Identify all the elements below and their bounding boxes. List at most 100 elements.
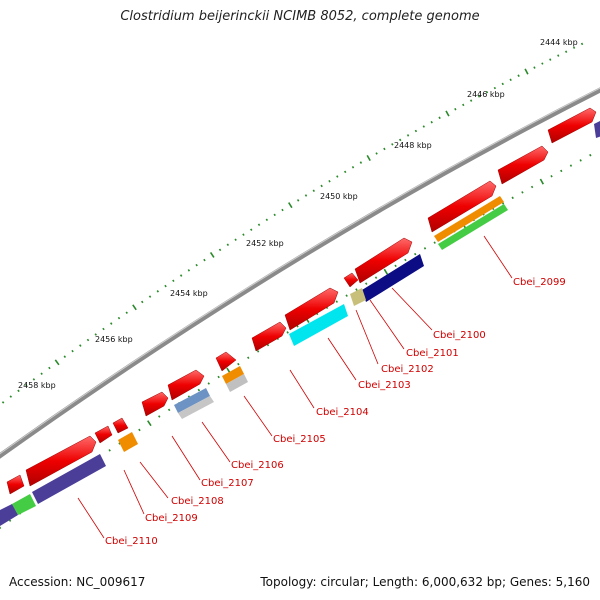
kbp-label-2446: 2446 kbp (467, 90, 505, 99)
tick-mark (156, 290, 160, 293)
tick-mark (118, 442, 121, 445)
gene-arrow (6, 474, 25, 495)
gene-label-cbei-2099[interactable]: Cbei_2099 (513, 277, 566, 288)
leader-line (77, 497, 105, 539)
gene-label-cbei-2109[interactable]: Cbei_2109 (145, 513, 198, 524)
leader-line (201, 421, 231, 463)
tick-mark (288, 202, 293, 209)
gene-label-cbei-2104[interactable]: Cbei_2104 (316, 407, 369, 418)
gene-label-cbei-2108[interactable]: Cbei_2108 (171, 496, 224, 507)
tick-mark (203, 258, 206, 262)
gene-label-cbei-2106[interactable]: Cbei_2106 (231, 460, 284, 471)
tick-mark (273, 213, 276, 217)
tick-mark (32, 378, 36, 381)
tick-mark (374, 276, 378, 279)
tick-mark (17, 389, 20, 393)
tick-mark (108, 449, 111, 452)
tick-mark (406, 134, 410, 137)
gene-label-cbei-2101[interactable]: Cbei_2101 (406, 348, 459, 359)
orange-bar (222, 366, 244, 384)
leader-lines (77, 235, 513, 539)
tick-mark (94, 333, 97, 336)
tick-mark (383, 268, 389, 275)
tick-mark (237, 362, 240, 366)
tick-mark (391, 143, 394, 146)
forward-genes (6, 107, 597, 495)
tick-mark (217, 375, 220, 379)
tick-mark (138, 428, 141, 432)
silver-bar (178, 396, 214, 419)
tick-mark (256, 350, 260, 353)
gene-label-cbei-2103[interactable]: Cbei_2103 (358, 380, 411, 391)
tick-mark (117, 316, 121, 320)
annotation-bars (0, 121, 600, 526)
tick-mark (572, 46, 576, 49)
tick-mark (485, 90, 489, 94)
tick-mark (569, 164, 573, 167)
tick-mark (511, 196, 514, 200)
tick-mark (102, 327, 105, 331)
leader-line (289, 369, 315, 409)
tick-mark (493, 86, 497, 90)
kbp-label-2452: 2452 kbp (246, 239, 284, 248)
gene-arrow (497, 145, 549, 185)
tick-mark (209, 251, 215, 258)
tick-mark (197, 388, 201, 392)
purple-bar (594, 121, 600, 138)
gene-arrow (141, 391, 169, 417)
gene-label-cbei-2102[interactable]: Cbei_2102 (381, 364, 434, 375)
tick-mark (226, 243, 230, 247)
tick-mark (404, 258, 407, 262)
leader-line (369, 299, 405, 350)
gene-arrow (354, 237, 413, 284)
gene-label-cbei-2107[interactable]: Cbei_2107 (201, 478, 254, 489)
tick-mark (359, 161, 363, 164)
tick-mark (509, 78, 512, 82)
tick-mark (336, 175, 339, 178)
tick-mark (141, 300, 144, 304)
orange-bar (434, 196, 504, 242)
tick-mark (344, 170, 347, 174)
tick-mark (148, 295, 152, 298)
tick-mark (125, 311, 128, 314)
silver-bar (226, 374, 248, 392)
tick-mark (383, 147, 386, 151)
gene-arrow (251, 321, 287, 352)
green-bar (438, 204, 508, 250)
green-bar (12, 494, 36, 515)
gene-arrow (167, 369, 205, 401)
tick-mark (265, 218, 269, 222)
gene-arrow (94, 425, 113, 444)
tick-mark (147, 420, 152, 427)
tick-mark (71, 349, 74, 353)
orange-bar (118, 432, 138, 452)
tick-mark (86, 338, 90, 342)
tick-mark (1, 401, 5, 404)
tick-mark (560, 169, 563, 173)
gene-label-cbei-2110[interactable]: Cbei_2110 (105, 536, 158, 547)
tick-mark (541, 62, 544, 65)
tick-mark (579, 159, 582, 162)
tick-mark (438, 116, 441, 120)
tick-mark (422, 125, 425, 128)
tick-mark (335, 300, 338, 303)
tick-mark (549, 58, 552, 61)
genome-summary: Topology: circular; Length: 6,000,632 bp… (260, 575, 590, 589)
tick-mark (54, 359, 60, 366)
tick-mark (187, 269, 191, 272)
gene-arrow (25, 435, 97, 487)
tick-mark (320, 184, 323, 188)
tick-mark (40, 372, 43, 375)
tick-mark (550, 175, 553, 178)
tick-mark (328, 179, 331, 183)
tick-mark (524, 68, 529, 75)
gene-label-cbei-2100[interactable]: Cbei_2100 (433, 330, 486, 341)
gene-arrow (112, 417, 129, 434)
gene-arrow (427, 180, 497, 233)
leader-line (391, 287, 433, 331)
leader-line (171, 435, 201, 481)
tick-mark (158, 415, 161, 418)
tick-mark (164, 284, 167, 288)
gene-label-cbei-2105[interactable]: Cbei_2105 (273, 434, 326, 445)
tick-mark (366, 155, 371, 161)
